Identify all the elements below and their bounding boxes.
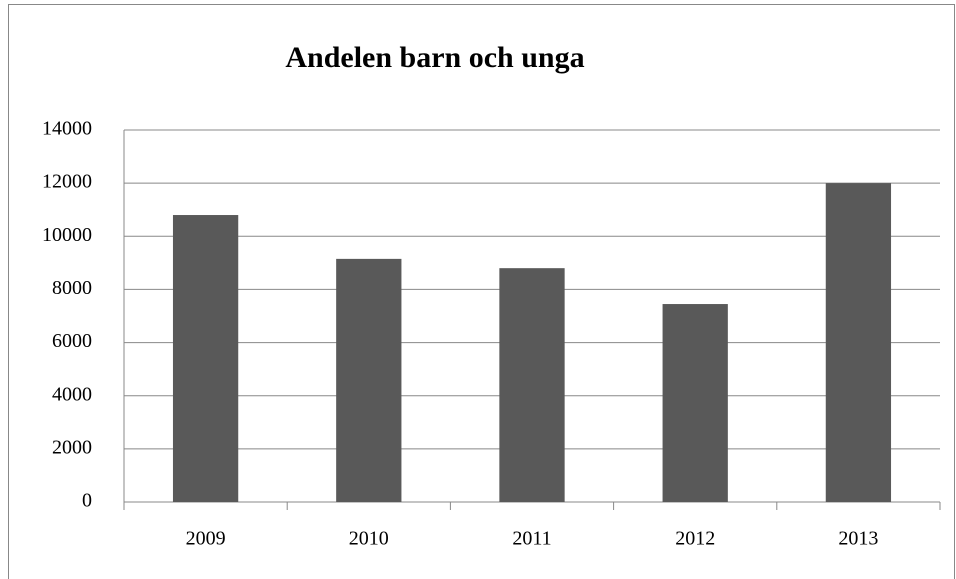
y-tick-label: 6000 <box>52 330 92 352</box>
bar <box>336 258 402 502</box>
bar <box>499 268 565 502</box>
y-tick-label: 0 <box>82 490 92 512</box>
chart-frame <box>8 4 955 579</box>
x-tick-label: 2010 <box>349 528 389 550</box>
x-tick-label: 2013 <box>838 528 878 550</box>
bar <box>662 304 728 502</box>
bar <box>825 183 892 502</box>
x-tick-label: 2011 <box>512 528 551 550</box>
y-tick-label: 4000 <box>52 383 92 405</box>
y-tick-label: 2000 <box>52 436 92 458</box>
chart-title: Andelen barn och unga <box>285 41 584 74</box>
bar <box>172 215 239 502</box>
y-tick-label: 14000 <box>42 118 92 140</box>
y-tick-label: 12000 <box>42 171 92 193</box>
x-tick-label: 2012 <box>675 528 715 550</box>
y-tick-label: 8000 <box>52 277 92 299</box>
x-tick-label: 2009 <box>186 528 226 550</box>
y-tick-label: 10000 <box>42 224 92 246</box>
